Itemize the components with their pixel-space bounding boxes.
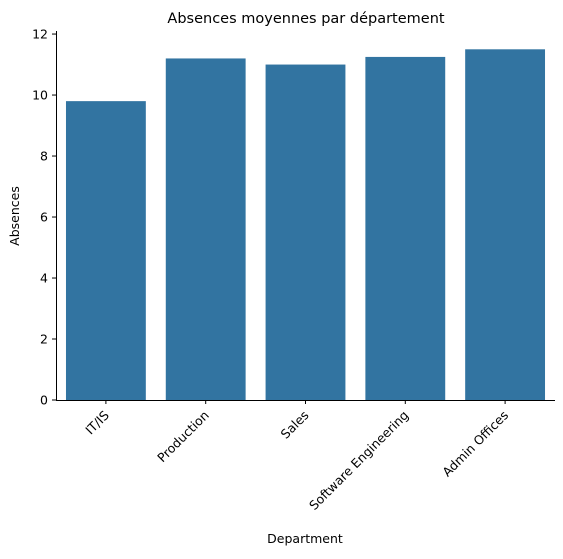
bar-sales [265, 64, 346, 401]
y-axis-label: Absences [7, 186, 22, 246]
y-tick-label: 0 [40, 393, 48, 408]
bar-it-is [65, 101, 146, 400]
bars-layer [65, 49, 546, 401]
y-axis-ticks: 0 2 4 6 8 10 12 [32, 27, 56, 408]
y-tick-label: 2 [40, 332, 48, 347]
x-tick-label: Software Engineering [306, 408, 411, 513]
x-axis-label: Department [267, 531, 343, 546]
x-tick-label: Admin Offices [439, 408, 511, 480]
y-tick-label: 8 [40, 149, 48, 164]
y-tick-label: 4 [40, 271, 48, 286]
bar-admin-offices [465, 49, 546, 401]
x-tick-label: Sales [277, 408, 311, 442]
x-tick-label: IT/IS [82, 407, 112, 437]
y-tick-label: 12 [32, 27, 48, 42]
bar-production [165, 58, 246, 400]
chart-title: Absences moyennes par département [167, 11, 444, 27]
y-tick-label: 6 [40, 210, 48, 225]
x-tick-label: Production [154, 408, 212, 466]
y-tick-label: 10 [32, 88, 48, 103]
bar-software-engineering [365, 56, 446, 401]
